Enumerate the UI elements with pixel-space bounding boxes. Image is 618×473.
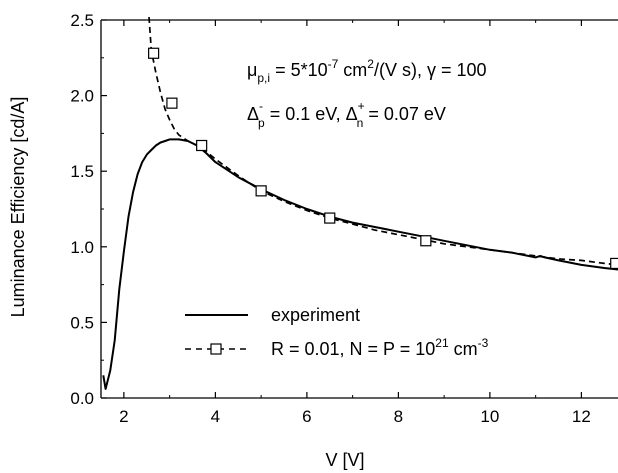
annot-exp2: 2 — [367, 57, 374, 71]
x-tick-label: 8 — [394, 407, 403, 426]
annot-delta-p: Δ — [247, 104, 259, 124]
legend-sim-unit-exp: -3 — [478, 336, 489, 350]
y-tick-label: 0.0 — [70, 389, 94, 408]
annot-exp1: -7 — [328, 57, 339, 71]
series-line-experiment — [102, 138, 618, 390]
annot-dp-val: = 0.1 eV, — [265, 104, 346, 124]
data-marker — [148, 47, 160, 59]
y-tick-label: 1.0 — [70, 238, 94, 257]
data-marker — [166, 97, 178, 109]
annot-dp-sup: - — [259, 99, 263, 113]
data-marker — [420, 235, 432, 247]
annot-dn-sup: + — [358, 99, 365, 113]
annot-eq1: = 5*10 — [270, 60, 328, 80]
annotation-line-1: μp,i = 5*10-7 cm2/(V s), γ = 100 — [247, 57, 487, 85]
data-marker — [324, 212, 336, 224]
x-tick-label: 6 — [302, 407, 311, 426]
legend-marker-simulation — [210, 343, 222, 355]
y-axis-title: Luminance Efficiency [cd/A] — [8, 97, 28, 318]
x-tick-label: 4 — [211, 407, 220, 426]
legend-sim-exp: 21 — [435, 336, 449, 350]
axis-ticks — [101, 19, 582, 399]
x-tick-label: 2 — [119, 407, 128, 426]
y-tick-label: 1.5 — [70, 162, 94, 181]
annot-dp-sub: p — [258, 116, 265, 130]
annot-mu: μ — [247, 60, 257, 80]
legend-sim-prefix: R = 0.01, N = P = 10 — [271, 339, 435, 359]
x-axis-title: V [V] — [325, 450, 364, 470]
y-tick-label: 0.5 — [70, 313, 94, 332]
x-tick-label: 12 — [572, 407, 591, 426]
data-marker — [255, 185, 267, 197]
annot-delta-n: Δ — [346, 104, 358, 124]
annot-mu-sub: p,i — [257, 71, 270, 85]
annot-dn-sub: n — [357, 116, 364, 130]
annotation-line-2: Δ-p = 0.1 eV, Δ+ n = 0.07 eV — [247, 99, 446, 130]
y-tick-label: 2.0 — [70, 87, 94, 106]
y-tick-label: 2.5 — [70, 11, 94, 30]
data-marker — [610, 257, 618, 270]
series-layer — [102, 16, 618, 390]
data-marker — [196, 139, 208, 152]
axis-tick-labels: 2 4 6 8 10 12 0.0 0.5 1.0 1.5 2.0 2.5 — [70, 11, 590, 426]
annot-tail: /(V s), γ = 100 — [374, 60, 487, 80]
annot-dn-val: = 0.07 eV — [363, 104, 446, 124]
annot-mid: cm — [338, 60, 367, 80]
legend-label-experiment: experiment — [271, 305, 360, 325]
legend: experiment R = 0.01, N = P = 1021 cm-3 — [185, 305, 489, 359]
x-tick-label: 10 — [480, 407, 499, 426]
series-line-simulation — [148, 16, 618, 266]
legend-sim-unit: cm — [449, 339, 478, 359]
legend-label-simulation: R = 0.01, N = P = 1021 cm-3 — [271, 336, 489, 359]
